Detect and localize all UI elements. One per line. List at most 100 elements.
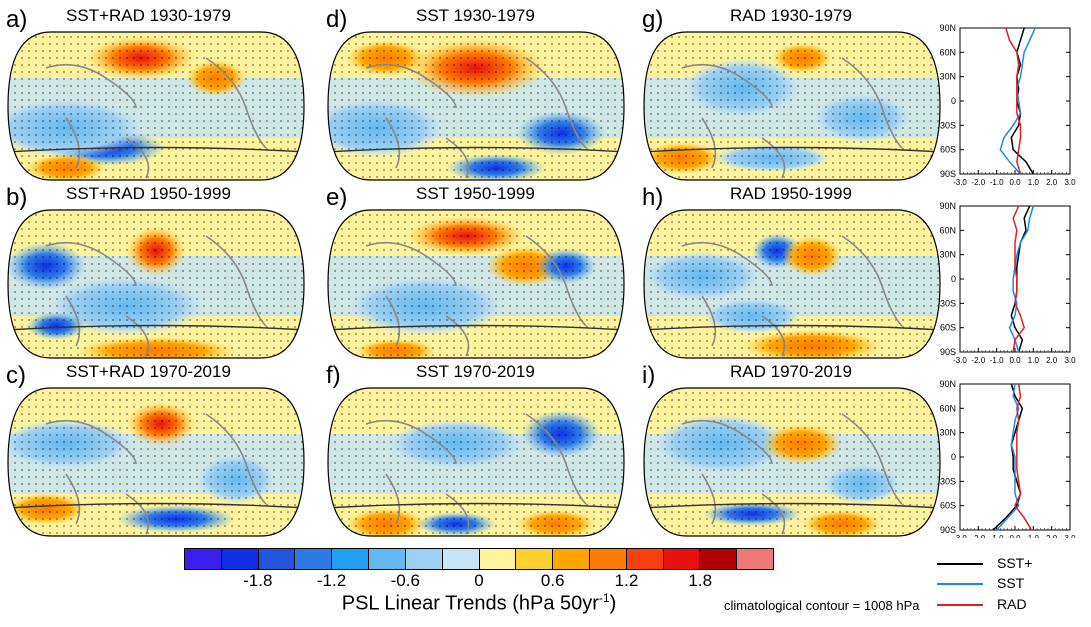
profile-frame bbox=[959, 27, 1071, 175]
profile-line-sst bbox=[996, 383, 1020, 531]
colorbar-cell bbox=[294, 549, 332, 569]
y-tick-label: 30S bbox=[940, 298, 956, 308]
x-tick-label: 3.0 bbox=[1064, 356, 1076, 365]
y-tick-label: 60S bbox=[940, 145, 956, 155]
colorbar-tick-label: 1.2 bbox=[614, 571, 639, 590]
colorbar-cell bbox=[404, 549, 442, 569]
x-tick-label: -2.0 bbox=[971, 178, 985, 187]
panel-letter: h) bbox=[642, 184, 664, 211]
x-tick-label: 2.0 bbox=[1046, 178, 1058, 187]
colorbar-ticks: -1.8 -1.2 -0.6 0 0.6 1.2 1.8 bbox=[184, 571, 774, 591]
x-tick-label: -3.0 bbox=[953, 534, 967, 538]
panel-letter: f) bbox=[326, 362, 341, 389]
x-tick-label: 2.0 bbox=[1046, 356, 1058, 365]
y-tick-label: 30S bbox=[940, 120, 956, 130]
profile-frame bbox=[959, 205, 1071, 353]
profile-line-sst bbox=[1008, 205, 1035, 353]
legend-label: RAD bbox=[997, 596, 1027, 612]
colorbar-cell bbox=[331, 549, 369, 569]
map-field-1 bbox=[7, 31, 305, 181]
profile-line-rad bbox=[1014, 383, 1033, 531]
legend-item-sst-rad: SST+ bbox=[937, 555, 1032, 571]
y-tick-label: 30N bbox=[939, 250, 956, 260]
y-tick-label: 90S bbox=[940, 525, 956, 535]
colorbar-tick-label: 1.8 bbox=[688, 571, 713, 590]
map-field-8 bbox=[327, 387, 625, 537]
map-field-2 bbox=[327, 31, 625, 181]
x-tick-label: 0.0 bbox=[1009, 178, 1021, 187]
x-tick-label: 3.0 bbox=[1064, 534, 1076, 538]
colorbar-cell bbox=[662, 549, 700, 569]
x-tick-label: -3.0 bbox=[953, 356, 967, 365]
legend-line bbox=[937, 604, 983, 607]
panel-title: SST 1970-2019 bbox=[416, 362, 535, 381]
panel-title: SST+RAD 1930-1979 bbox=[66, 6, 231, 25]
panel-letter: c) bbox=[6, 362, 26, 389]
y-tick-label: 0 bbox=[951, 96, 956, 106]
colorbar-cell bbox=[625, 549, 663, 569]
colorbar-tick-label: -1.8 bbox=[243, 571, 273, 590]
y-tick-label: 0 bbox=[951, 274, 956, 284]
x-tick-label: 0.0 bbox=[1009, 534, 1021, 538]
y-tick-label: 30N bbox=[939, 72, 956, 82]
panel-title: SST+RAD 1970-2019 bbox=[66, 362, 231, 381]
x-tick-label: -3.0 bbox=[953, 178, 967, 187]
y-tick-label: 60N bbox=[939, 47, 956, 57]
y-tick-label: 60S bbox=[940, 323, 956, 333]
y-tick-label: 90N bbox=[939, 201, 956, 211]
legend-item-sst: SST bbox=[937, 575, 1024, 591]
profile-plot-1950-1999: 90N 60N 30N 0 30S 60S 90S-3.0 -2.0 -1.0 0.0 1.0 2.0… bbox=[939, 201, 1076, 365]
map-field-5 bbox=[327, 209, 625, 359]
panel-letter: e) bbox=[326, 184, 348, 211]
y-tick-label: 60N bbox=[939, 225, 956, 235]
colorbar-title-exponent: -1 bbox=[598, 591, 610, 605]
x-tick-label: 1.0 bbox=[1028, 534, 1040, 538]
profile-line-sst-rad bbox=[992, 383, 1024, 531]
map-field-7 bbox=[7, 387, 305, 537]
panel-letter: a) bbox=[6, 6, 28, 33]
colorbar-title-text: PSL Linear Trends (hPa 50yr bbox=[341, 592, 599, 615]
colorbar-title: PSL Linear Trends (hPa 50yr-1) bbox=[184, 591, 774, 616]
colorbar-cell bbox=[515, 549, 553, 569]
x-tick-label: -1.0 bbox=[990, 356, 1004, 365]
profile-plot-1930-1979: 90N 60N 30N 0 30S 60S 90S-3.0 -2.0 -1.0 0.0 1.0 2.0… bbox=[939, 23, 1076, 187]
panel-letter: b) bbox=[6, 184, 28, 211]
profile-line-rad bbox=[1005, 27, 1022, 175]
colorbar-cell bbox=[220, 549, 258, 569]
colorbar-cell bbox=[368, 549, 405, 569]
map-field-9 bbox=[643, 387, 941, 537]
panel-title: RAD 1950-1999 bbox=[730, 184, 852, 203]
panel-title: SST 1950-1999 bbox=[416, 184, 535, 203]
colorbar-cell bbox=[441, 549, 479, 569]
colorbar-cell bbox=[552, 549, 589, 569]
x-tick-label: -2.0 bbox=[971, 356, 985, 365]
legend-label: SST bbox=[997, 575, 1025, 591]
panel-letter: d) bbox=[326, 6, 348, 33]
legend-line bbox=[937, 563, 983, 566]
y-tick-label: 60N bbox=[939, 403, 956, 413]
y-tick-label: 90N bbox=[939, 379, 956, 389]
colorbar-tick-label: 0 bbox=[474, 571, 484, 590]
panel-letter: i) bbox=[642, 362, 656, 389]
colorbar-cell bbox=[478, 549, 516, 569]
panel-title: RAD 1970-2019 bbox=[730, 362, 852, 381]
panel-title: SST 1930-1979 bbox=[416, 6, 535, 25]
colorbar-cell bbox=[185, 549, 221, 569]
map-field-4 bbox=[7, 209, 305, 359]
x-tick-label: 0.0 bbox=[1009, 356, 1021, 365]
panel-title: RAD 1930-1979 bbox=[730, 6, 852, 25]
x-tick-label: 3.0 bbox=[1064, 178, 1076, 187]
legend-label: SST+ bbox=[997, 555, 1033, 571]
colorbar-cell bbox=[257, 549, 295, 569]
x-tick-label: -2.0 bbox=[971, 534, 985, 538]
panel-title: SST+RAD 1950-1999 bbox=[66, 184, 231, 203]
climatology-note: climatological contour = 1008 hPa bbox=[724, 598, 920, 613]
x-tick-label: -1.0 bbox=[990, 178, 1004, 187]
x-tick-label: 2.0 bbox=[1046, 534, 1058, 538]
x-tick-label: 1.0 bbox=[1028, 356, 1040, 365]
colorbar-cell bbox=[588, 549, 626, 569]
x-tick-label: 1.0 bbox=[1028, 178, 1040, 187]
profile-plot-1970-2019: 90N 60N 30N 0 30S 60S 90S-3.0 -2.0 -1.0 0.0 1.0 2.0… bbox=[939, 379, 1076, 538]
profile-line-sst bbox=[999, 27, 1036, 175]
